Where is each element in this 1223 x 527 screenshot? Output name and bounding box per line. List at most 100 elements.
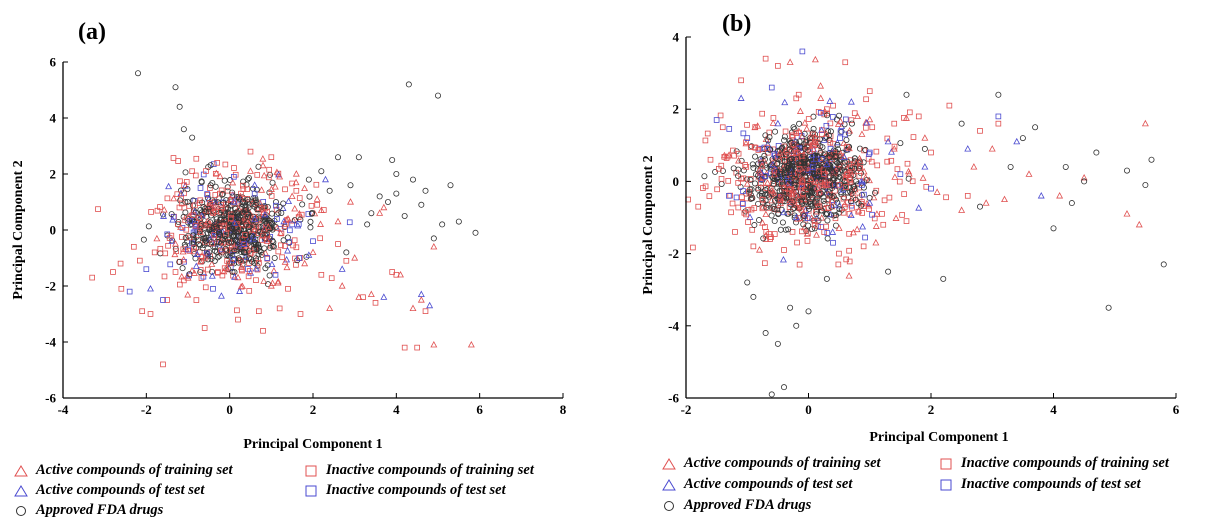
data-point [813, 231, 820, 238]
data-point [770, 115, 777, 121]
data-point [234, 221, 240, 227]
data-point [811, 142, 817, 149]
data-point [788, 190, 796, 197]
data-point [801, 145, 808, 152]
data-point [729, 200, 736, 207]
data-point [866, 199, 874, 206]
data-point [295, 221, 302, 227]
data-point [755, 186, 762, 193]
data-point [297, 216, 304, 223]
data-point [235, 316, 241, 323]
data-point [890, 145, 898, 152]
data-point [247, 167, 254, 174]
data-point [796, 261, 803, 268]
data-point [739, 194, 745, 200]
data-point [771, 218, 778, 225]
data-point [820, 181, 828, 189]
data-point [280, 217, 288, 225]
data-point [872, 189, 879, 196]
data-point [800, 221, 807, 228]
data-point [832, 212, 839, 219]
data-point [222, 161, 229, 168]
data-point [393, 170, 400, 177]
data-point [317, 206, 325, 214]
data-point [203, 222, 210, 229]
data-point [192, 172, 199, 179]
data-point [210, 161, 217, 167]
data-point [904, 160, 911, 167]
data-point [791, 126, 798, 133]
data-point [211, 224, 218, 231]
data-point [748, 143, 755, 150]
data-point [161, 273, 168, 280]
data-point [768, 234, 774, 240]
data-point [874, 162, 881, 169]
data-point [714, 186, 720, 193]
data-point [786, 146, 793, 153]
data-point [866, 206, 872, 212]
data-point [759, 110, 765, 117]
data-point [779, 255, 787, 263]
data-point [803, 146, 810, 153]
data-point [799, 48, 806, 55]
data-point [921, 145, 928, 152]
data-point [915, 113, 922, 120]
data-point [229, 178, 237, 186]
data-point [170, 155, 177, 161]
data-point [759, 203, 767, 210]
data-point [137, 257, 143, 264]
data-point [266, 166, 272, 173]
data-point [258, 186, 266, 193]
data-point [853, 225, 861, 233]
data-point [266, 221, 273, 228]
data-point [434, 92, 441, 99]
data-point [771, 206, 778, 213]
data-point [742, 162, 748, 168]
data-point [863, 96, 869, 103]
data-point [177, 281, 183, 288]
data-point [1032, 124, 1039, 131]
data-point [842, 182, 849, 189]
data-point [160, 212, 168, 219]
data-point [236, 256, 243, 263]
triangle-icon [14, 484, 28, 497]
data-point [186, 234, 193, 241]
data-point [794, 149, 801, 156]
panel-label-b: (b) [722, 11, 751, 37]
data-point [789, 133, 795, 140]
data-point [147, 284, 154, 292]
data-point [261, 245, 268, 252]
square-icon [939, 458, 953, 470]
data-point [798, 174, 806, 181]
data-point [168, 211, 175, 218]
data-point [836, 182, 843, 188]
legend-label: Inactive compounds of training set [961, 455, 1169, 471]
data-point [786, 191, 793, 197]
data-point [787, 171, 794, 178]
data-point [704, 130, 711, 137]
data-point [762, 197, 769, 204]
data-point [209, 179, 216, 186]
data-point [799, 178, 805, 185]
data-point [844, 170, 851, 177]
data-point [210, 243, 217, 250]
data-point [964, 145, 972, 152]
data-point [762, 173, 769, 179]
data-point [367, 290, 375, 298]
data-point [768, 196, 776, 204]
data-point [167, 261, 174, 268]
data-point [237, 283, 245, 290]
data-point [338, 265, 346, 272]
data-point [180, 126, 187, 133]
circle-icon [14, 505, 28, 517]
data-point [821, 171, 827, 177]
data-point [701, 173, 708, 180]
data-point [193, 155, 200, 162]
data-point [894, 166, 901, 172]
data-point [742, 139, 750, 147]
data-point [246, 288, 253, 294]
data-point [776, 187, 783, 194]
data-point [178, 200, 185, 207]
data-point [838, 122, 846, 130]
data-point [212, 221, 219, 228]
